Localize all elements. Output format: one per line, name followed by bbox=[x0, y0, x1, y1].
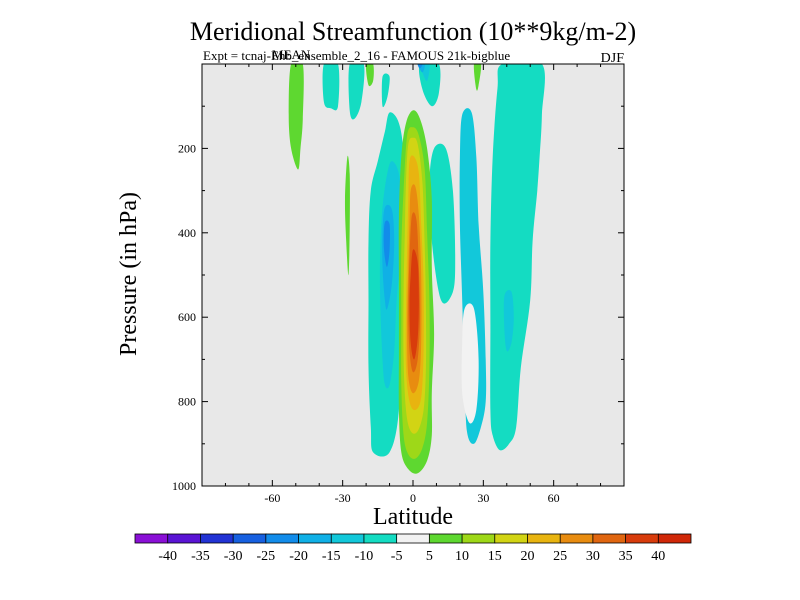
contour-region-level--5 bbox=[490, 64, 545, 451]
colorbar-bin bbox=[134, 533, 169, 544]
colorbar-bin bbox=[298, 533, 332, 544]
colorbar-label: 20 bbox=[520, 549, 534, 564]
colorbar-bin bbox=[592, 533, 627, 544]
colorbar-label: -25 bbox=[256, 549, 275, 564]
colorbar-bin bbox=[330, 533, 365, 544]
contour-region-level-40 bbox=[409, 249, 419, 360]
contour-region-level-10 bbox=[344, 155, 350, 276]
colorbar-label: 35 bbox=[619, 549, 633, 564]
x-axis-label: Latitude bbox=[373, 504, 453, 530]
colorbar-bin bbox=[363, 533, 398, 544]
x-tick-labels: -60 -30 0 30 60 bbox=[264, 491, 559, 505]
colorbar-bin bbox=[396, 533, 431, 544]
x-tick-label: 30 bbox=[477, 491, 489, 505]
contour-region-level-10 bbox=[365, 64, 374, 87]
chart-subtitle-overlap: MEAN bbox=[272, 47, 311, 62]
colorbar-bin bbox=[232, 533, 267, 544]
x-tick-label: 60 bbox=[548, 491, 560, 505]
plot-area: -60 -30 0 30 60 200 400 600 800 1000 bbox=[172, 63, 625, 505]
contour-region-level-10 bbox=[288, 64, 304, 170]
colorbar-bin bbox=[200, 533, 234, 544]
colorbar-label: 40 bbox=[651, 549, 665, 564]
chart-subtitle-left: Expt = tcnaj-Ehb_ensemble_2_16 - FAMOUS … bbox=[203, 48, 510, 63]
colorbar-bin bbox=[167, 533, 202, 544]
colorbar-label: 30 bbox=[586, 549, 600, 564]
colorbar-label: -35 bbox=[191, 549, 210, 564]
colorbar-label: -15 bbox=[322, 549, 341, 564]
colorbar-bin-top bbox=[657, 533, 692, 544]
x-tick-label: -60 bbox=[264, 491, 280, 505]
y-axis-label: Pressure (in hPa) bbox=[116, 192, 142, 356]
contour-fills bbox=[288, 64, 545, 474]
colorbar-label: -5 bbox=[391, 549, 403, 564]
colorbar-label: 15 bbox=[488, 549, 502, 564]
colorbar-bin bbox=[527, 533, 561, 544]
colorbar-bin bbox=[265, 533, 300, 544]
y-tick-label: 800 bbox=[178, 395, 196, 409]
y-tick-labels: 200 400 600 800 1000 bbox=[172, 141, 196, 493]
axis-ticks bbox=[202, 64, 624, 486]
chart-subtitle-right: DJF bbox=[601, 51, 625, 66]
colorbar bbox=[134, 533, 692, 544]
colorbar-label: 10 bbox=[455, 549, 469, 564]
contour-region-level--5 bbox=[348, 64, 365, 120]
colorbar-labels: -40 -35 -30 -25 -20 -15 -10 -5 5 10 15 20 25 30 35 40 bbox=[158, 549, 665, 564]
colorbar-bin bbox=[461, 533, 496, 544]
contour-region-level--5 bbox=[381, 73, 390, 108]
colorbar-label: 25 bbox=[553, 549, 567, 564]
contour-region-level--10 bbox=[503, 290, 514, 352]
colorbar-bin bbox=[559, 533, 594, 544]
contour-region-level-5 bbox=[461, 303, 479, 424]
colorbar-label: -30 bbox=[224, 549, 243, 564]
x-tick-label: 0 bbox=[410, 491, 416, 505]
contour-region-level--20 bbox=[383, 220, 390, 267]
colorbar-label: 5 bbox=[426, 549, 433, 564]
colorbar-label: -10 bbox=[355, 549, 374, 564]
y-tick-label: 1000 bbox=[172, 479, 196, 493]
y-tick-label: 200 bbox=[178, 141, 196, 155]
contour-region-level--5 bbox=[322, 64, 340, 111]
x-tick-label: -30 bbox=[335, 491, 351, 505]
y-tick-label: 600 bbox=[178, 310, 196, 324]
colorbar-bin bbox=[494, 533, 529, 544]
colorbar-label: -40 bbox=[158, 549, 177, 564]
y-tick-label: 400 bbox=[178, 226, 196, 240]
colorbar-bin bbox=[428, 533, 463, 544]
contour-region-level--5 bbox=[429, 143, 456, 304]
chart-title: Meridional Streamfunction (10**9kg/m-2) bbox=[190, 17, 636, 46]
colorbar-label: -20 bbox=[289, 549, 308, 564]
colorbar-bin bbox=[625, 533, 659, 544]
contour-region-level--20 bbox=[417, 64, 423, 69]
contour-region-level-10 bbox=[473, 64, 482, 91]
